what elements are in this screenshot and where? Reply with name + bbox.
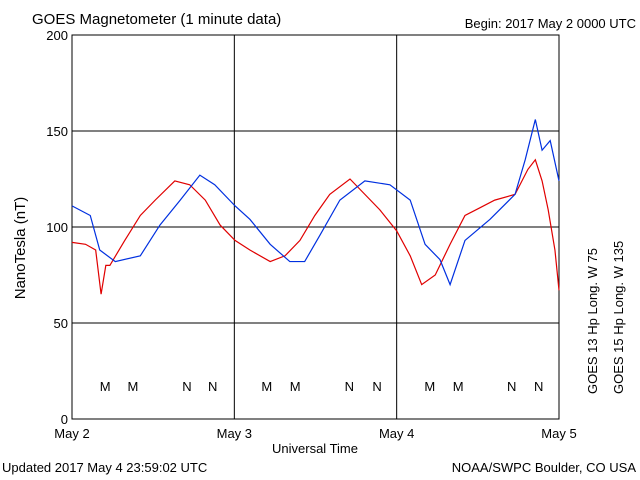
y-tick-label: 200 (46, 28, 68, 43)
y-axis-label: NanoTesla (nT) (12, 197, 29, 300)
y-tick-label: 100 (46, 220, 68, 235)
event-marker: N (507, 379, 516, 394)
x-tick-label: May 5 (541, 426, 576, 441)
event-marker: N (182, 379, 191, 394)
y-tick-label: 50 (54, 316, 68, 331)
x-tick-label: May 2 (54, 426, 89, 441)
y-tick-label: 150 (46, 124, 68, 139)
event-marker: M (290, 379, 301, 394)
x-axis-label: Universal Time (272, 441, 358, 456)
credit: NOAA/SWPC Boulder, CO USA (452, 460, 637, 475)
updated-time: Updated 2017 May 4 23:59:02 UTC (2, 460, 207, 475)
data-line (71, 158, 560, 295)
legend-entry: GOES 15 Hp Long. W 135 (611, 241, 626, 394)
event-marker: N (345, 379, 354, 394)
data-line (71, 119, 560, 287)
event-marker: M (261, 379, 272, 394)
x-tick-label: May 3 (217, 426, 252, 441)
event-marker: M (453, 379, 464, 394)
x-tick-label: May 4 (379, 426, 414, 441)
event-marker: N (534, 379, 543, 394)
event-marker: M (100, 379, 111, 394)
event-marker: N (208, 379, 217, 394)
y-tick-label: 0 (61, 412, 68, 427)
event-marker: N (372, 379, 381, 394)
event-marker: M (127, 379, 138, 394)
begin-time: Begin: 2017 May 2 0000 UTC (465, 16, 636, 31)
chart-title: GOES Magnetometer (1 minute data) (32, 11, 281, 28)
legend-entry: GOES 13 Hp Long. W 75 (585, 248, 600, 394)
plot-frame (71, 34, 560, 420)
event-marker: M (424, 379, 435, 394)
